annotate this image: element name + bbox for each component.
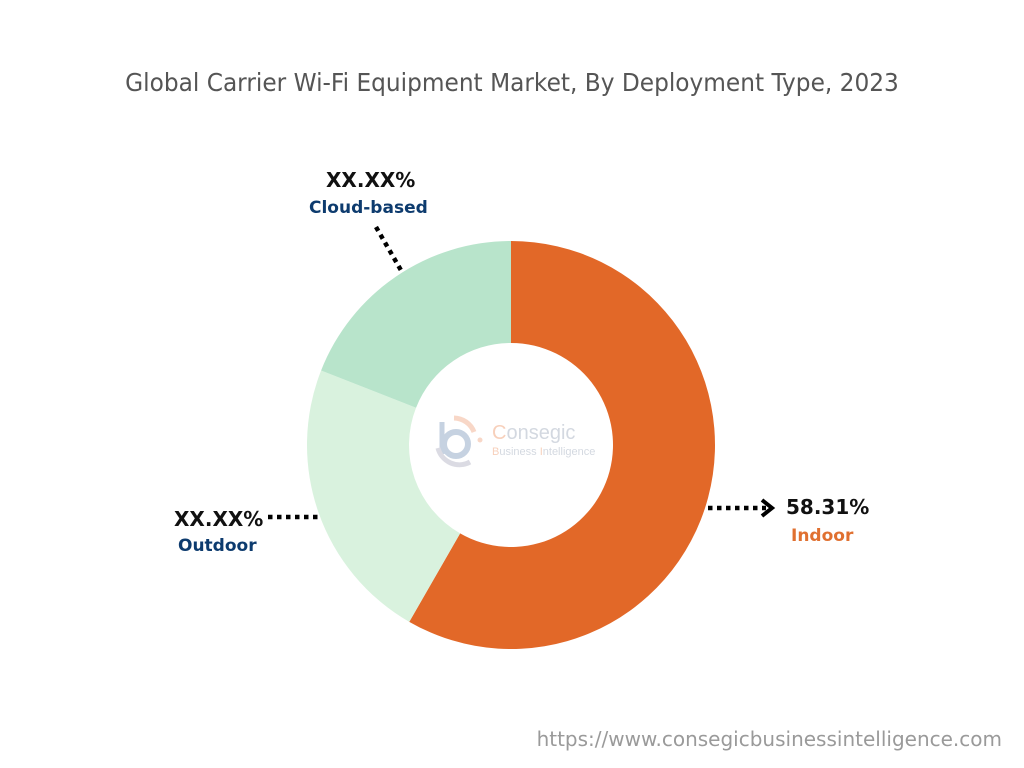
cloud-value-label: XX.XX% bbox=[326, 168, 416, 192]
watermark-logo: Consegic Business Intelligence bbox=[428, 410, 598, 470]
watermark-brand: Consegic bbox=[492, 422, 576, 444]
outdoor-value-label: XX.XX% bbox=[174, 507, 264, 531]
leader-line-cloud bbox=[374, 225, 404, 274]
slice-cloud-based bbox=[321, 241, 511, 408]
watermark-tagline: Business Intelligence bbox=[492, 446, 596, 458]
chart-title: Global Carrier Wi-Fi Equipment Market, B… bbox=[125, 68, 899, 97]
consegic-logo-icon bbox=[435, 415, 483, 468]
source-url: https://www.consegicbusinessintelligence… bbox=[536, 727, 1002, 751]
arrow-right-icon bbox=[760, 498, 776, 518]
indoor-value-label: 58.31% bbox=[786, 495, 870, 519]
slice-outdoor bbox=[307, 370, 461, 622]
indoor-category-label: Indoor bbox=[791, 526, 854, 546]
outdoor-category-label: Outdoor bbox=[178, 536, 257, 556]
slice-indoor bbox=[409, 241, 715, 649]
donut-slices bbox=[307, 241, 715, 649]
cloud-category-label: Cloud-based bbox=[309, 198, 428, 218]
